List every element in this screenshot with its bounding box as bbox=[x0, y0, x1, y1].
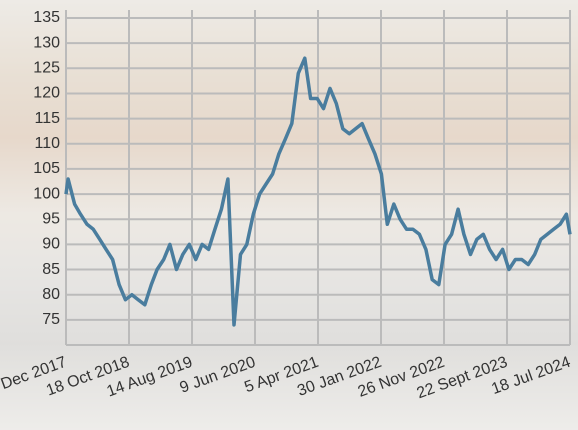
y-tick-label: 115 bbox=[34, 110, 60, 127]
y-tick-label: 110 bbox=[34, 135, 60, 152]
y-tick-label: 90 bbox=[42, 236, 60, 253]
y-tick-label: 80 bbox=[42, 286, 60, 303]
y-tick-label: 130 bbox=[33, 34, 60, 51]
y-tick-label: 105 bbox=[33, 160, 60, 177]
y-tick-label: 75 bbox=[42, 311, 60, 328]
y-tick-label: 95 bbox=[42, 210, 60, 227]
y-tick-label: 100 bbox=[33, 185, 60, 202]
y-tick-label: 135 bbox=[33, 9, 60, 26]
chart: 758085909510010511011512012513013522 Dec… bbox=[0, 0, 578, 430]
y-tick-label: 85 bbox=[42, 261, 60, 278]
y-tick-label: 120 bbox=[33, 85, 60, 102]
y-tick-label: 125 bbox=[33, 60, 60, 77]
